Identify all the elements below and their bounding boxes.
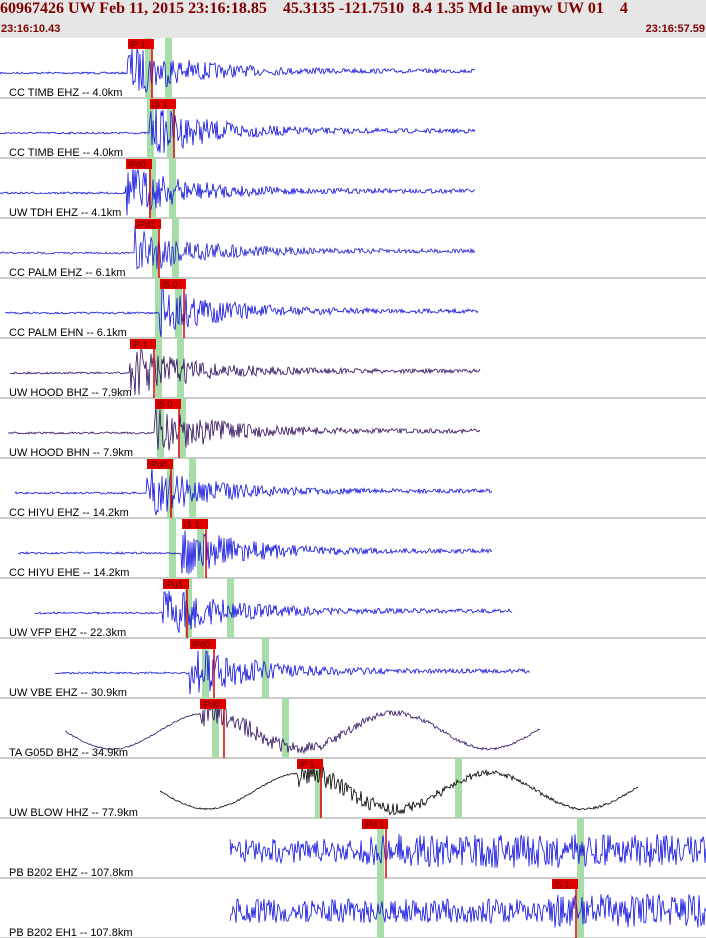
waveform [0,225,476,270]
waveform [9,347,481,396]
trace-label: UW VFP EHZ -- 22.3km [9,627,126,639]
start-time: 23:16:10.43 [1,23,61,35]
pick-flag [190,639,216,649]
pick-label: iPd0 [149,460,167,470]
trace-label: UW HOOD BHZ -- 7.9km [9,387,132,399]
pick-flag [155,399,181,409]
trace-label: UW VBE EHZ -- 30.9km [9,687,127,699]
pick-flag [297,759,323,769]
pick-label: iPd0 [128,160,146,170]
header: 60967426 UW Feb 11, 2015 23:16:18.85 45.… [0,0,706,38]
traces: iP 1 CC TIMB EHZ -- 4.0km iS 1 CC TIMB EHE … [0,38,706,938]
pick-label: iS 0 [162,280,178,290]
phase-marker [282,698,289,758]
phase-marker [165,38,172,98]
trace-label: PB B202 EH1 -- 107.8km [9,927,133,938]
phase-marker [175,278,182,338]
pick-label: iS 1 [184,520,200,530]
pick-label: iPd0 [192,640,210,650]
waveform [0,47,476,94]
waveform [0,106,476,153]
phase-marker [212,698,219,758]
phase-marker [377,818,384,878]
waveform [14,466,493,516]
pick-flag [126,159,152,169]
pick-label: iP 1 [299,760,314,770]
pick-flag [150,99,176,109]
waveform [229,834,706,868]
trace-label: CC PALM EHN -- 6.1km [9,327,127,339]
trace-label: UW HOOD BHN -- 7.9km [9,447,133,459]
phase-marker [155,278,162,338]
pick-label: iPd1 [137,220,155,230]
trace-label: CC PALM EHZ -- 6.1km [9,267,126,279]
waveform [159,764,639,816]
pick-label: iP 1 [132,340,147,350]
pick-flag [552,879,578,889]
waveform [54,650,531,695]
waveform [34,590,513,633]
trace-label: TA G05D BHZ -- 34.9km [9,747,128,759]
trace-label: CC HIYU EHZ -- 14.2km [9,507,129,519]
trace-label: UW TDH EHZ -- 4.1km [9,207,121,219]
waveform [17,530,493,575]
trace-label: CC TIMB EHZ -- 4.0km [9,87,122,99]
phase-marker [185,578,192,638]
trace-label: PB B202 EHZ -- 107.8km [9,867,133,879]
waveform [7,405,481,451]
pick-label: iS 0 [157,400,173,410]
phase-marker [189,458,196,518]
waveform [64,704,541,755]
pick-label: iPd1 [165,580,183,590]
phase-marker [145,38,152,98]
phase-marker [455,758,462,818]
phase-marker [577,878,584,938]
pick-flag [362,819,388,829]
phase-marker [157,398,164,458]
pick-label: iP 1 [130,40,145,50]
pick-flag [130,339,156,349]
waveform [0,167,475,216]
pick-label: iPd 1 [364,820,385,830]
pick-flag [147,459,173,469]
pick-flag [160,279,186,289]
pick-label: iS 1 [152,100,168,110]
phase-marker [169,158,176,218]
pick-label: iPd0 [202,700,220,710]
pick-flag [128,39,154,49]
waveform [229,893,706,928]
trace-label: CC HIYU EHE -- 14.2km [9,567,129,579]
phase-marker [147,98,154,158]
pick-label: iS 1 [554,880,570,890]
pick-flag [135,219,161,229]
pick-flag [200,699,226,709]
waveform [4,285,479,337]
phase-marker [177,338,184,398]
trace-label: CC TIMB EHE -- 4.0km [9,147,123,159]
phase-marker [227,578,234,638]
pick-flag [163,579,189,589]
trace-label: UW BLOW HHZ -- 77.9km [9,807,138,819]
phase-marker [315,758,322,818]
pick-flag [182,519,208,529]
end-time: 23:16:57.59 [645,23,705,35]
phase-marker [169,518,176,578]
event-title: 60967426 UW Feb 11, 2015 23:16:18.85 45.… [0,0,628,17]
